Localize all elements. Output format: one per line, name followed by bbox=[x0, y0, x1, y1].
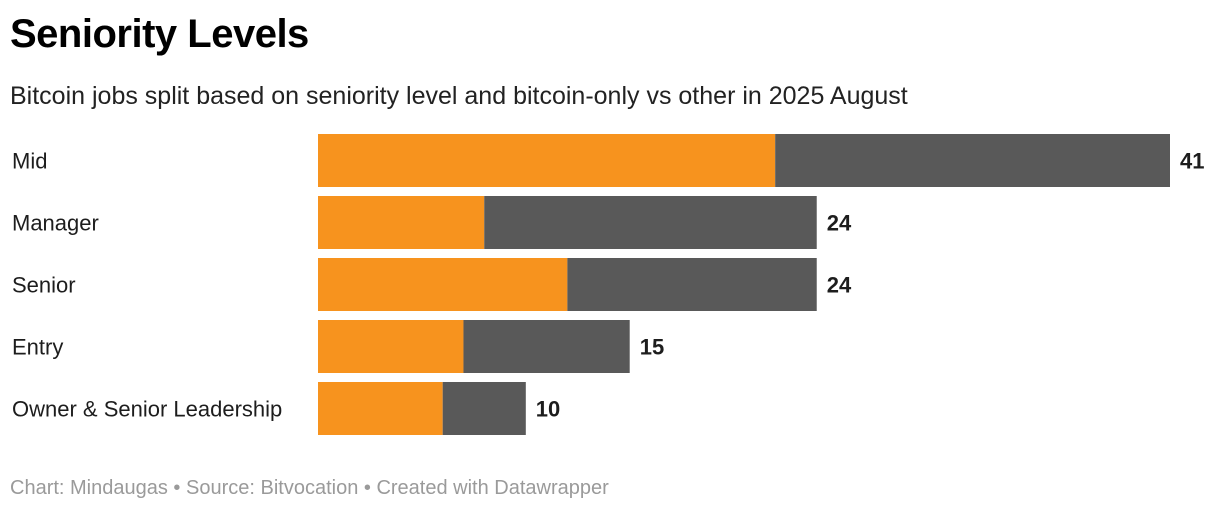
category-label-manager: Manager bbox=[12, 211, 99, 236]
footer-source: Source: Bitvocation bbox=[186, 477, 359, 499]
value-label-entry: 15 bbox=[640, 335, 664, 360]
category-label-senior: Senior bbox=[12, 273, 76, 298]
bar-owner-senior-leadership-other bbox=[442, 382, 526, 435]
value-label-owner-senior-leadership: 10 bbox=[536, 397, 560, 422]
category-label-owner-senior-leadership: Owner & Senior Leadership bbox=[12, 397, 282, 422]
bar-senior-other bbox=[567, 258, 817, 311]
chart-footer: Chart: Mindaugas • Source: Bitvocation •… bbox=[10, 477, 609, 500]
chart-title: Seniority Levels bbox=[10, 12, 309, 56]
footer-credit: Created with Datawrapper bbox=[376, 477, 609, 499]
bar-mid-other bbox=[775, 134, 1170, 187]
footer-author: Chart: Mindaugas bbox=[10, 477, 168, 499]
footer-separator: • bbox=[358, 477, 377, 499]
bar-chart: Mid 41 Manager 24 Senior 24 Entry 15 Owner & Sen… bbox=[12, 134, 1204, 435]
value-label-mid: 41 bbox=[1180, 149, 1204, 174]
value-label-senior: 24 bbox=[827, 273, 852, 298]
value-label-manager: 24 bbox=[827, 211, 852, 236]
bar-mid-bitcoin-only bbox=[318, 134, 776, 187]
chart-subtitle: Bitcoin jobs split based on seniority le… bbox=[10, 82, 908, 110]
bar-senior-bitcoin-only bbox=[318, 258, 568, 311]
bar-manager-bitcoin-only bbox=[318, 196, 485, 249]
bar-manager-other bbox=[484, 196, 817, 249]
bar-owner-senior-leadership-bitcoin-only bbox=[318, 382, 443, 435]
bar-entry-other bbox=[463, 320, 630, 373]
bar-entry-bitcoin-only bbox=[318, 320, 464, 373]
footer-separator: • bbox=[167, 477, 186, 499]
category-label-entry: Entry bbox=[12, 335, 63, 360]
category-label-mid: Mid bbox=[12, 149, 47, 174]
